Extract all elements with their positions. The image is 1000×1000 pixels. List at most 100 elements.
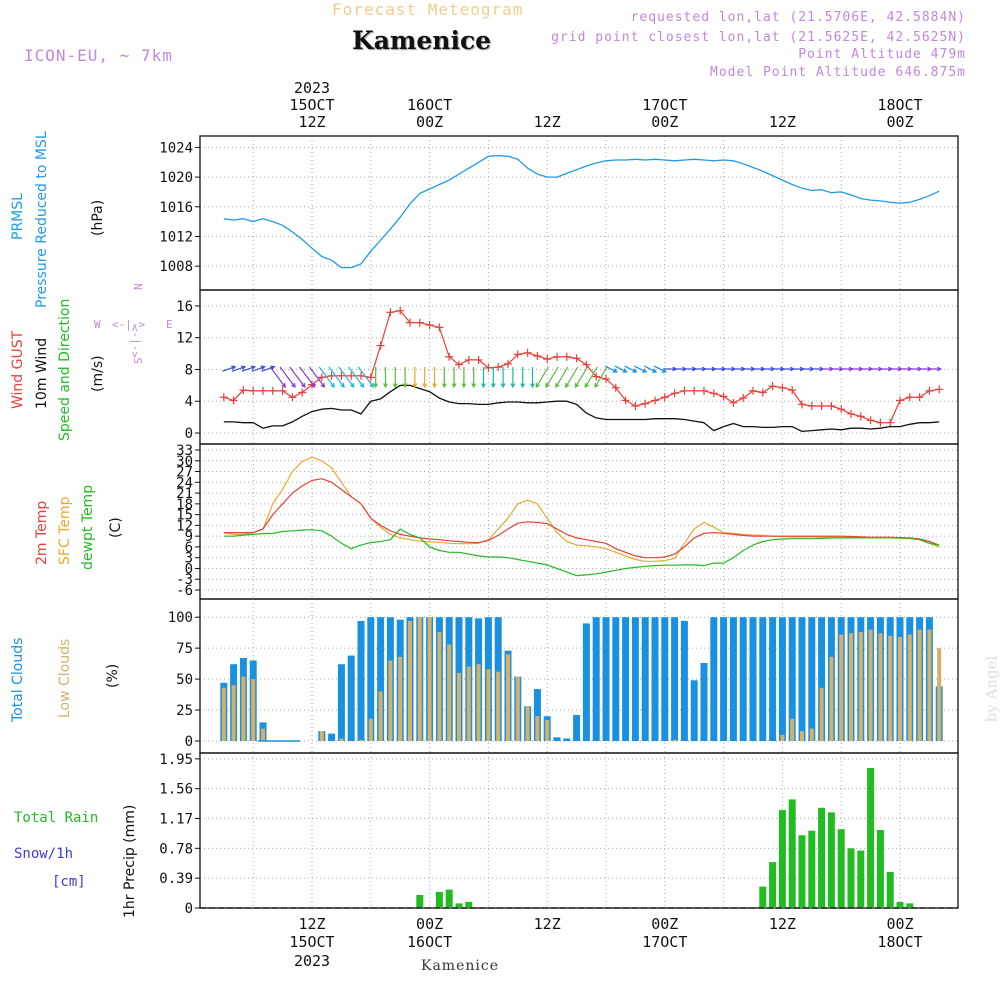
wind-gust-marker xyxy=(749,386,757,395)
y-tick-label: 9 xyxy=(185,529,193,545)
wind-gust-marker xyxy=(543,355,552,364)
wind-gust-marker xyxy=(523,348,532,357)
temp-2m-line xyxy=(223,478,940,559)
wind-gust-marker xyxy=(298,388,307,397)
wind-direction-arrow xyxy=(555,366,569,389)
low-cloud-bar xyxy=(839,634,844,741)
precip-snow-unit: [cm] xyxy=(52,874,86,890)
wind-gust-marker xyxy=(641,399,650,408)
wind-gust-marker xyxy=(905,393,914,402)
low-cloud-bar xyxy=(231,685,236,741)
total-cloud-bar xyxy=(671,617,679,741)
wind-gust-marker xyxy=(876,418,885,427)
y-tick-label: 27 xyxy=(176,465,193,481)
top-hour-label: 00Z xyxy=(416,113,443,131)
total-cloud-bar xyxy=(798,617,806,741)
y-tick-label: 15 xyxy=(176,508,193,524)
rain-bar xyxy=(867,768,875,908)
top-year-label: 2023 xyxy=(294,79,330,97)
wind-gust-marker xyxy=(386,308,395,317)
y-tick-label: 1.95 xyxy=(159,752,193,768)
wind-gust-marker xyxy=(259,386,267,395)
wind-gust-marker xyxy=(553,352,561,361)
wind-gust-marker xyxy=(327,371,336,380)
low-cloud-bar xyxy=(486,669,491,741)
wind-gust-marker xyxy=(896,396,904,405)
wind-direction-arrow xyxy=(328,366,345,389)
wind-direction-arrow xyxy=(357,366,375,389)
low-cloud-bar xyxy=(800,731,804,741)
y-tick-label: 8 xyxy=(185,362,193,378)
wind-gust-marker xyxy=(925,386,934,395)
wind-gust-marker xyxy=(778,383,787,392)
low-cloud-bar xyxy=(829,656,834,741)
rain-bar xyxy=(837,829,845,908)
wind-gust-marker xyxy=(239,386,248,395)
wind-gust-marker xyxy=(866,416,875,425)
wind-gust-marker xyxy=(690,386,699,395)
wind-direction-arrow xyxy=(927,366,943,372)
wind-direction-arrow xyxy=(308,366,326,389)
wind-direction-arrow xyxy=(451,367,457,389)
wind-direction-arrow xyxy=(251,365,266,372)
rain-bar xyxy=(906,903,914,908)
low-cloud-bar xyxy=(672,739,677,741)
wind-gust-marker xyxy=(798,400,806,409)
wind-gust-marker xyxy=(807,402,816,410)
wind-direction-arrow xyxy=(289,366,306,389)
y-tick-label: 33 xyxy=(176,443,193,459)
top-hour-label: 00Z xyxy=(651,113,678,131)
wind-gust-marker xyxy=(572,354,581,363)
wind-direction-arrow xyxy=(412,367,418,389)
low-cloud-bar xyxy=(398,656,403,741)
total-cloud-bar xyxy=(749,617,757,741)
total-cloud-bar xyxy=(631,617,639,741)
low-cloud-bar xyxy=(907,634,912,741)
wind-direction-arrow xyxy=(481,367,486,389)
top-date-label: 17OCT xyxy=(642,96,687,114)
rain-bar xyxy=(876,830,884,908)
total-cloud-bar xyxy=(563,738,571,741)
wind-gust-marker xyxy=(680,386,689,395)
wind-direction-arrow xyxy=(269,366,286,389)
y-tick-label: 12 xyxy=(176,518,193,534)
wind-gust-marker xyxy=(700,386,708,395)
panel-frame xyxy=(199,135,959,291)
top-date-label: 16OCT xyxy=(407,96,452,114)
wind-direction-arrow xyxy=(231,365,247,372)
y-tick-label: 1.17 xyxy=(159,811,193,827)
low-cloud-bar xyxy=(535,716,540,741)
wind-gust-marker xyxy=(474,355,483,364)
compass-we: <-|-> xyxy=(112,318,146,331)
wind-direction-arrow xyxy=(565,366,579,389)
low-cloud-bar xyxy=(506,654,510,741)
page-title: Kamenice xyxy=(352,26,492,55)
low-cloud-bar xyxy=(408,620,412,741)
total-cloud-bar xyxy=(690,680,698,741)
y-tick-label: 24 xyxy=(176,475,193,491)
total-cloud-bar xyxy=(651,617,659,741)
low-cloud-bar xyxy=(359,739,363,741)
wind-gust-marker xyxy=(484,363,493,372)
rain-bar xyxy=(788,799,796,908)
wind-direction-arrow xyxy=(338,366,355,389)
total-cloud-bar xyxy=(661,617,669,741)
wind-gust-marker xyxy=(592,372,601,381)
wind-gust-marker xyxy=(455,360,463,369)
wind-gust-marker xyxy=(415,318,424,327)
bottom-hour-label: 00Z xyxy=(651,915,678,933)
compass-west: W xyxy=(94,318,101,331)
y-tick-label: -3 xyxy=(176,572,193,588)
total-cloud-bar xyxy=(533,689,541,741)
total-cloud-bar xyxy=(808,617,816,741)
wind-direction-arrow xyxy=(432,367,437,389)
y-tick-label: 50 xyxy=(176,672,193,688)
low-cloud-bar xyxy=(427,617,432,741)
low-cloud-bar xyxy=(937,648,942,741)
rain-bar xyxy=(827,812,835,908)
wind-gust-marker xyxy=(494,363,503,372)
wind-direction-arrow xyxy=(574,366,589,389)
wind-gust-marker xyxy=(337,371,346,380)
low-cloud-bar xyxy=(927,629,932,741)
wind-direction-arrow xyxy=(584,366,598,389)
